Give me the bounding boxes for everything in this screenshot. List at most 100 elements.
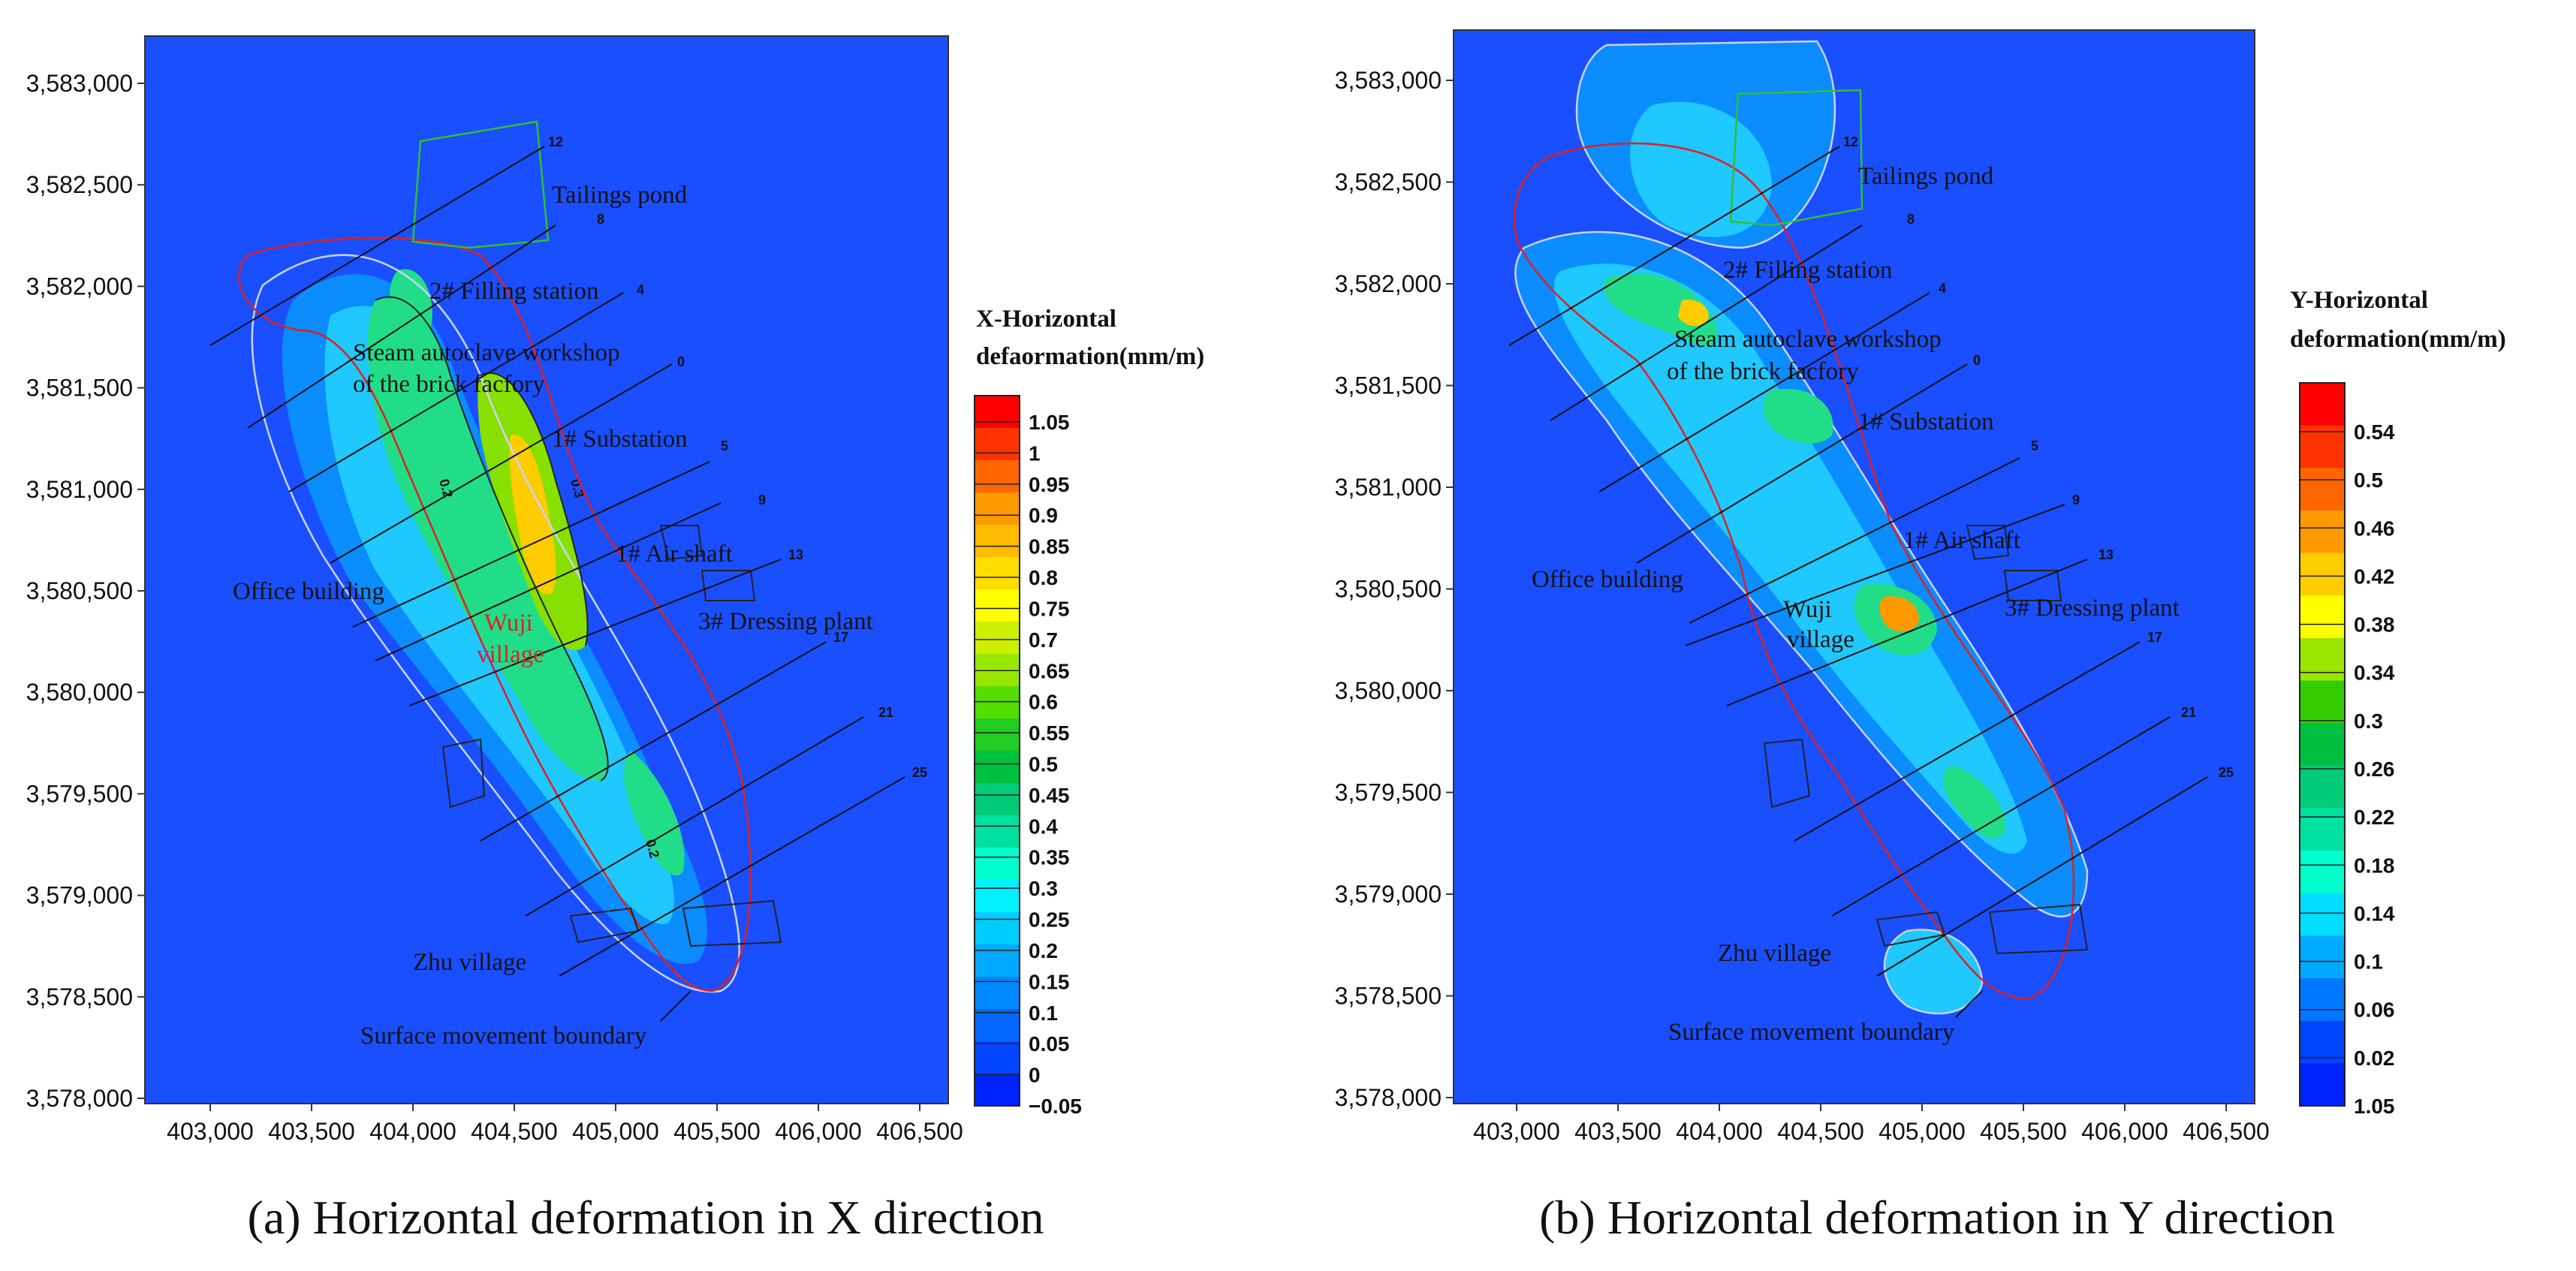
colorbar-tick-label: 0.35 [1029, 846, 1070, 869]
caption-b: (b) Horizontal deformation in Y directio… [1291, 1190, 2576, 1245]
colorbar-tick-label: 0.34 [2354, 661, 2395, 685]
colorbar-tick-label: 0.54 [2354, 420, 2395, 444]
x-tick-label: 406,000 [775, 1118, 862, 1145]
caption-a: (a) Horizontal deformation in X directio… [0, 1190, 1291, 1245]
colorbar-swatch [975, 718, 1020, 751]
colorbar-tick-label: 0.45 [1029, 784, 1070, 807]
colorbar-swatch [975, 944, 1020, 977]
surface-movement-boundary [1514, 142, 2075, 1000]
x-tick-label: 403,500 [1574, 1118, 1662, 1145]
band-nw-core [1604, 273, 1718, 345]
band-south-bulb [1883, 929, 1984, 1015]
caption-b-letter: (b) [1539, 1191, 1595, 1244]
colorbar-tick-label: 0.1 [2354, 950, 2383, 974]
colorbar-swatch [2300, 893, 2345, 936]
label-air-shaft: 1# Air shaft [616, 541, 733, 568]
colorbar-swatch [975, 492, 1020, 526]
label-wuji-1: Wuji [1783, 596, 1832, 623]
colorbar-swatch [975, 751, 1020, 784]
colorbar-tick-label: 0.3 [2354, 709, 2383, 733]
colorbar-swatch [2300, 978, 2345, 1022]
y-tick-label: 3,580,500 [1335, 576, 1442, 603]
label-steam-workshop-1: Steam autoclave workshop [353, 339, 620, 366]
x-tick-label: 405,500 [1980, 1118, 2067, 1145]
label-wuji-2: village [477, 641, 544, 668]
colorbar-tick-label: 0.05 [1029, 1032, 1070, 1056]
band-center-peak [1879, 596, 1919, 632]
tailings-pond-outline [1729, 89, 1863, 227]
colorbar-tick-label: 0.3 [1029, 877, 1058, 900]
label-tailings-pond: Tailings pond [1858, 163, 1994, 190]
y-tick-label: 3,578,500 [26, 983, 133, 1010]
x-tick-label: 405,000 [1879, 1118, 1966, 1145]
band-south-lobe [624, 751, 685, 876]
label-dressing-plant: 3# Dressing plant [698, 608, 873, 635]
colorbar-tick-label: 0.8 [1029, 566, 1058, 589]
colorbar-swatch [975, 977, 1020, 1010]
chart-x-deformation: 3,583,000 3,582,500 3,582,000 3,581,500 3,58… [26, 35, 1204, 1145]
band-0-4 [367, 297, 608, 782]
colorbar-swatch [2300, 383, 2345, 426]
colorbar-swatch [2300, 723, 2345, 767]
colorbar-tick-label: 0.22 [2354, 806, 2395, 829]
colorbar-swatch [2300, 595, 2345, 639]
colorbar-tick-label: 0.18 [2354, 854, 2395, 877]
y-tick-label: 3,582,000 [26, 273, 133, 300]
survey-line-13: 13 [2098, 547, 2114, 562]
x-tick-label: 404,500 [1777, 1118, 1864, 1145]
survey-line-5: 5 [2031, 438, 2038, 453]
colorbar-swatch [975, 686, 1020, 719]
colorbar-swatch [2300, 1020, 2345, 1064]
inner-contour [375, 296, 609, 782]
label-substation: 1# Substation [1858, 408, 1994, 435]
boundary-leader [660, 990, 691, 1022]
colorbar-swatch [2300, 765, 2345, 809]
colorbar-swatch [975, 557, 1020, 590]
colorbar-swatch [975, 589, 1020, 622]
y-tick-label: 3,578,500 [1335, 983, 1442, 1010]
colorbar-tick-label: 1.05 [2354, 1095, 2395, 1118]
colorbar-tick-label: 0.26 [2354, 757, 2395, 781]
x-tick-label: 403,000 [1473, 1118, 1560, 1145]
colorbar-swatch [975, 880, 1020, 913]
y-tick-label: 3,582,000 [1335, 270, 1442, 297]
colorbar-tick-label: −0.05 [1029, 1095, 1082, 1118]
label-air-shaft: 1# Air shaft [1903, 527, 2020, 554]
colorbar-swatch [2300, 637, 2345, 682]
y-tick-label: 3,579,500 [26, 780, 133, 807]
y-tick-label: 3,581,000 [1335, 474, 1442, 501]
colorbar-tick-label: 0.14 [2354, 902, 2395, 925]
survey-lines [1508, 146, 2208, 977]
survey-line-4: 4 [1939, 281, 1946, 296]
colorbar-title-1: X-Horizontal [976, 306, 1116, 333]
label-steam-workshop-1: Steam autoclave workshop [1674, 326, 1942, 353]
survey-line-25: 25 [912, 765, 927, 780]
colorbar-swatch [975, 783, 1020, 816]
colorbar-swatch [2300, 425, 2345, 468]
y-tick-label: 3,579,500 [1335, 779, 1442, 806]
caption-b-text: Horizontal deformation in Y direction [1607, 1191, 2335, 1244]
colorbar-tick-label: 0.42 [2354, 565, 2395, 588]
colorbar-title-2: deformation(mm/m) [2290, 326, 2506, 353]
colorbar-tick-label: 0.4 [1029, 815, 1058, 838]
colorbar-tick-label: 0.65 [1029, 659, 1070, 682]
survey-line-9: 9 [2072, 492, 2080, 507]
y-tick-label: 3,582,500 [26, 171, 133, 198]
y-axis: 3,583,000 3,582,500 3,582,000 3,581,500 3,58… [1335, 67, 1454, 1111]
x-tick-label: 406,000 [2081, 1118, 2168, 1145]
colorbar-tick-label: 0.02 [2354, 1047, 2395, 1070]
colorbar-tick-label: 0.1 [1029, 1001, 1058, 1025]
label-office-building: Office building [1532, 566, 1683, 593]
colorbar-swatch [975, 1074, 1020, 1107]
y-tick-label: 3,583,000 [1335, 67, 1442, 94]
survey-line-4: 4 [637, 282, 644, 297]
colorbar-tick-label: 0.46 [2354, 517, 2395, 540]
colorbar-tick-label: 1 [1029, 441, 1041, 465]
colorbar-swatch [2300, 680, 2345, 724]
boundary-leader [1955, 990, 1983, 1018]
label-steam-workshop-2: of the brick facfory [1667, 358, 1859, 385]
x-tick-label: 404,500 [471, 1118, 558, 1145]
label-dressing-plant: 3# Dressing plant [2005, 595, 2180, 622]
colorbar: 1.05 1 0.95 0.9 0.85 0.8 0.75 0.7 0.65 0.6 0.55 0.5… [974, 395, 1082, 1118]
colorbar-tick-label: 0.95 [1029, 473, 1070, 496]
